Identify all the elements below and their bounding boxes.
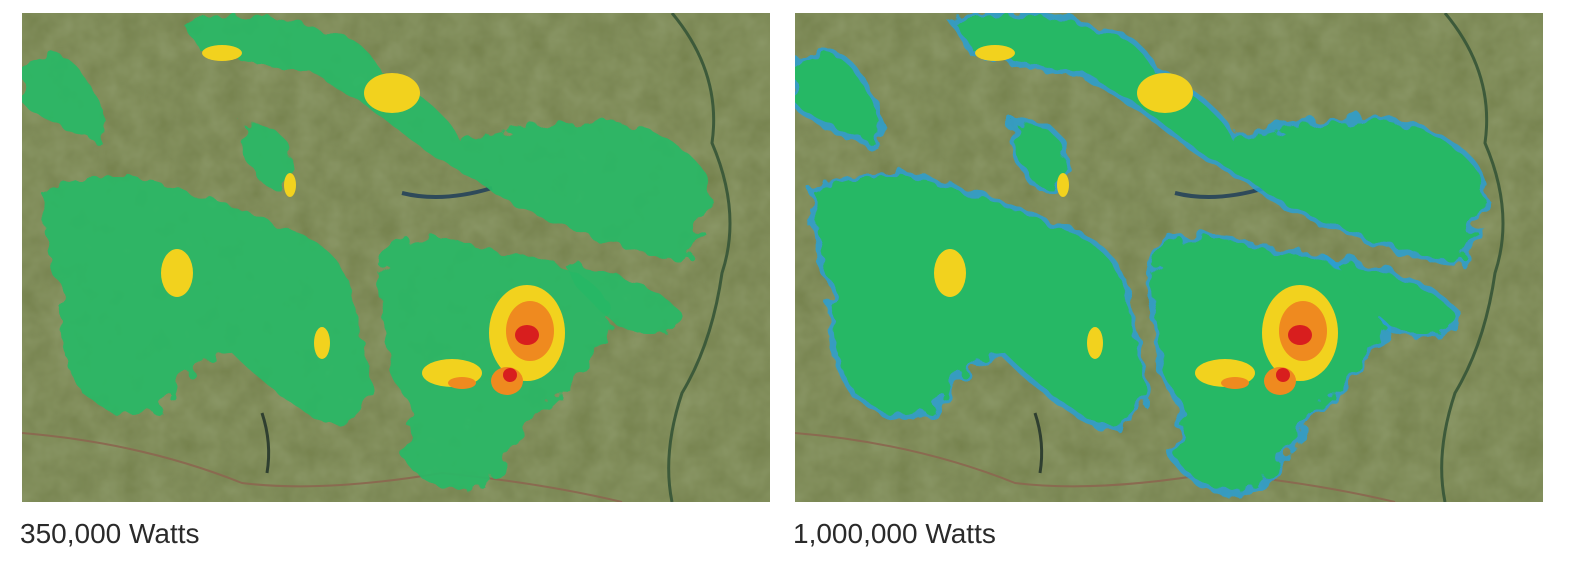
radar-map [795, 13, 1543, 502]
map-image [22, 13, 770, 502]
radar-map [22, 13, 770, 502]
caption: 1,000,000 Watts [793, 518, 996, 549]
caption: 350,000 Watts [20, 518, 200, 549]
map-image [795, 13, 1543, 502]
